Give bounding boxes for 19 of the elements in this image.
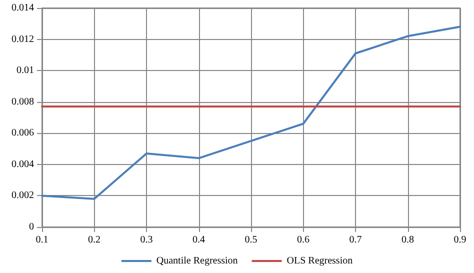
x-tick-label: 0.1 — [36, 234, 48, 246]
y-tick-label: 0.002 — [12, 190, 34, 202]
x-tick-label: 0.3 — [140, 234, 153, 246]
legend-label: OLS Regression — [286, 256, 353, 266]
y-tick-label: 0.006 — [12, 128, 34, 139]
y-tick-label: 0.01 — [16, 65, 34, 76]
x-tick-label: 0.8 — [402, 234, 414, 246]
x-tick-label: 0.2 — [88, 234, 100, 246]
y-tick-label: 0 — [29, 222, 34, 232]
x-tick-label: 0.7 — [349, 234, 362, 246]
x-tick-label: 0.5 — [244, 234, 258, 246]
x-tick-label: 0.9 — [454, 234, 466, 246]
y-tick-label: 0.014 — [12, 2, 34, 14]
x-tick-label: 0.4 — [192, 234, 205, 246]
y-tick-label: 0.008 — [12, 96, 34, 108]
x-tick-label: 0.6 — [297, 234, 310, 246]
y-tick-label: 0.012 — [12, 34, 34, 45]
legend-label: Quantile Regression — [156, 256, 238, 266]
y-tick-label: 0.004 — [12, 158, 34, 170]
